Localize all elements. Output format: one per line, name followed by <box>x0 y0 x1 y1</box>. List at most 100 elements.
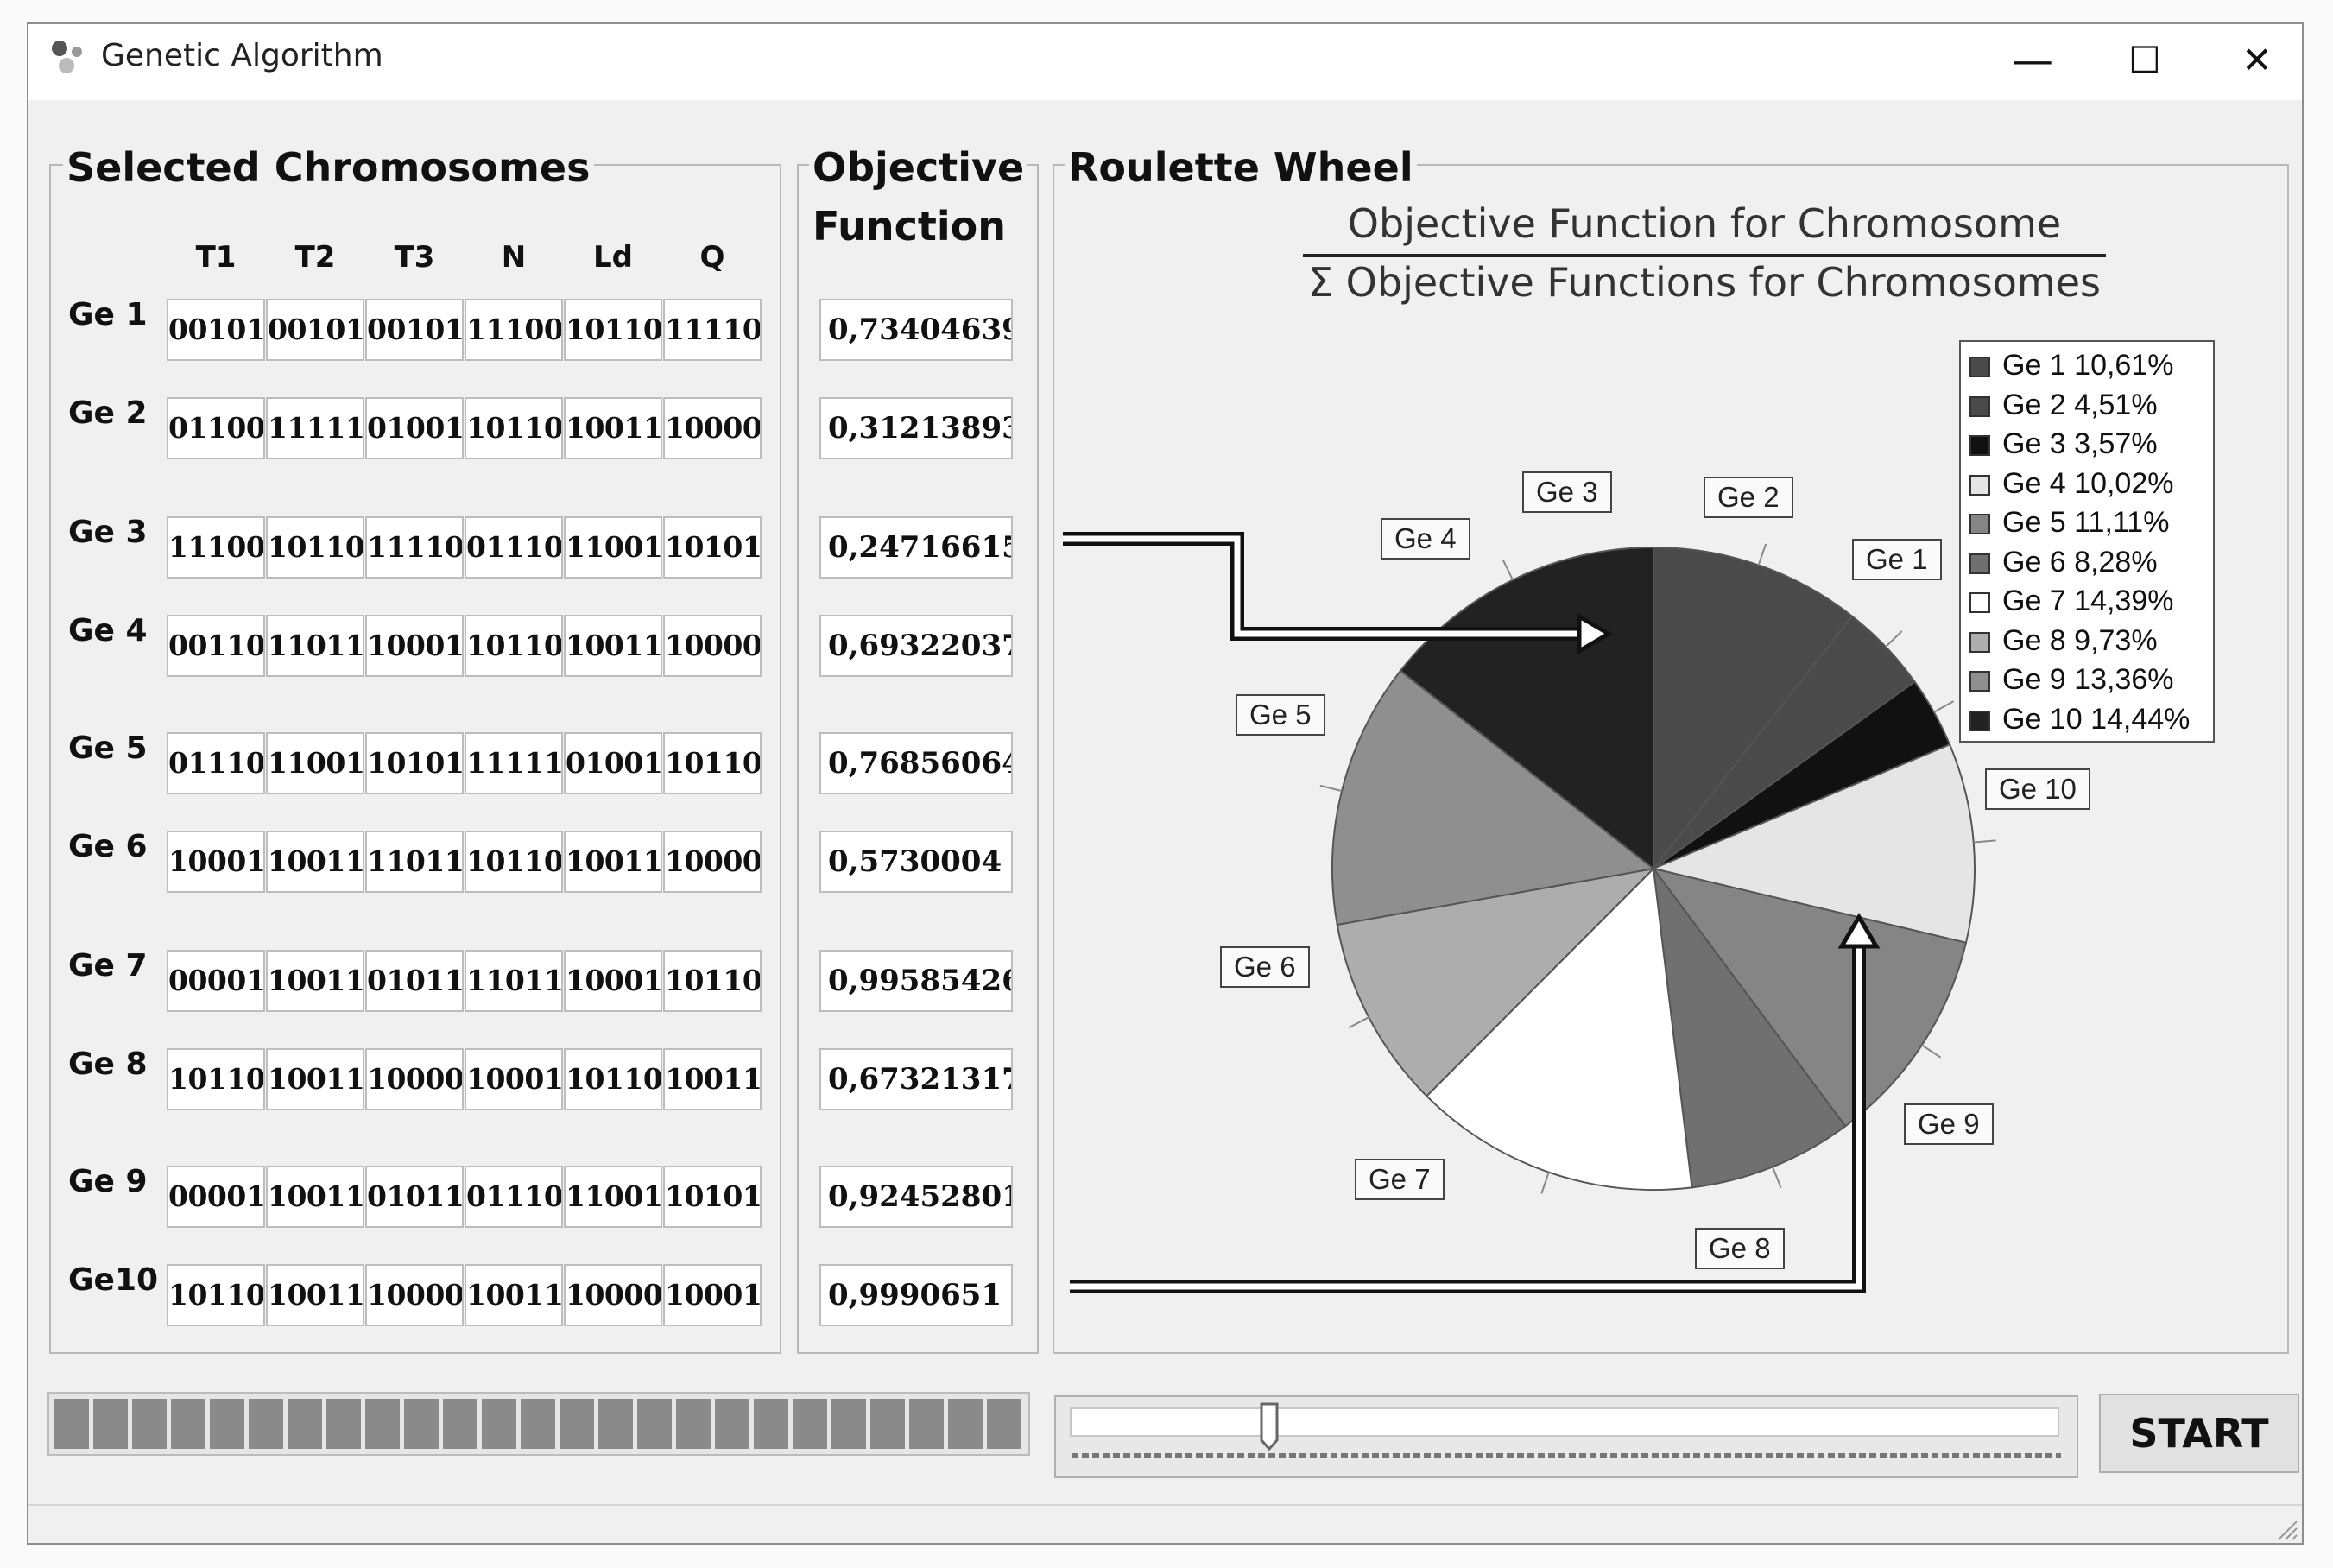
gene-cell[interactable]: 10110 <box>564 299 662 361</box>
gene-cell[interactable]: 10110 <box>465 831 563 893</box>
objective-value-field[interactable]: 0,67321317 <box>819 1048 1013 1110</box>
gene-cell[interactable]: 10110 <box>663 950 762 1012</box>
gene-cell[interactable]: 00110 <box>167 615 265 677</box>
gene-cell[interactable]: 11110 <box>663 299 762 361</box>
resize-grip-icon[interactable] <box>2273 1514 2298 1540</box>
gene-cell[interactable]: 01110 <box>167 732 265 794</box>
arrow-head-ge3 <box>1577 612 1613 655</box>
gene-cell[interactable]: 10110 <box>266 516 364 579</box>
gene-cell[interactable]: 10011 <box>564 831 662 893</box>
gene-cell[interactable]: 10001 <box>167 831 265 893</box>
label-leader-line <box>1921 1044 1942 1059</box>
gene-cell[interactable]: 10011 <box>266 1166 364 1228</box>
gene-cell[interactable]: 10001 <box>564 950 662 1012</box>
gene-cell[interactable]: 10011 <box>266 1264 364 1326</box>
label-leader-line <box>1319 784 1343 793</box>
gene-cell[interactable]: 10101 <box>663 1166 762 1228</box>
window-title: Genetic Algorithm <box>101 38 383 73</box>
gene-cell[interactable]: 10110 <box>465 397 563 459</box>
legend-item: Ge 4 10,02% <box>1969 467 2173 505</box>
gene-cell[interactable]: 01011 <box>365 1166 464 1228</box>
gene-cell[interactable]: 11111 <box>266 397 364 459</box>
legend-swatch <box>1969 592 1990 614</box>
gene-cell[interactable]: 11011 <box>365 831 464 893</box>
gene-cell[interactable]: 00101 <box>266 299 364 361</box>
gene-cell[interactable]: 11001 <box>564 1166 662 1228</box>
slider-thumb[interactable] <box>1260 1402 1280 1451</box>
progress-segment <box>482 1399 516 1449</box>
gene-cell[interactable]: 11001 <box>564 516 662 579</box>
gene-cell[interactable]: 10011 <box>266 831 364 893</box>
gene-cell[interactable]: 00001 <box>167 1166 265 1228</box>
gene-cell[interactable]: 11111 <box>465 732 563 794</box>
objective-value-field[interactable]: 0,9990651 <box>819 1264 1013 1326</box>
gene-cell[interactable]: 10000 <box>564 1264 662 1326</box>
gene-cell[interactable]: 10101 <box>663 516 762 579</box>
gene-cell[interactable]: 10011 <box>564 615 662 677</box>
gene-cell[interactable]: 10110 <box>564 1048 662 1110</box>
progress-segment <box>948 1399 983 1449</box>
gene-cell[interactable]: 10000 <box>365 1048 464 1110</box>
close-button[interactable]: ✕ <box>2241 39 2273 81</box>
gene-cell[interactable]: 10011 <box>266 1048 364 1110</box>
gene-cell[interactable]: 11100 <box>465 299 563 361</box>
gene-cell[interactable]: 11100 <box>167 516 265 579</box>
objective-value-field[interactable]: 0,69322037 <box>819 615 1013 677</box>
objective-value-field[interactable]: 0,24716615 <box>819 516 1013 579</box>
gene-cell[interactable]: 10011 <box>266 950 364 1012</box>
gene-cell[interactable]: 01110 <box>465 516 563 579</box>
gene-cell[interactable]: 00101 <box>167 299 265 361</box>
progress-segment <box>288 1399 322 1449</box>
gene-cell[interactable]: 10110 <box>663 732 762 794</box>
maximize-button[interactable]: ☐ <box>2128 39 2161 81</box>
objective-value-field[interactable]: 0,99585426 <box>819 950 1013 1012</box>
start-button[interactable]: START <box>2099 1394 2299 1473</box>
gene-cell[interactable]: 10000 <box>365 1264 464 1326</box>
chart-legend: Ge 1 10,61% Ge 2 4,51% Ge 3 3,57% Ge 4 10,0… <box>1959 340 2215 743</box>
pie-slice-label: Ge 9 <box>1904 1103 1994 1145</box>
gene-cell[interactable]: 00001 <box>167 950 265 1012</box>
objective-value-field[interactable]: 0,76856064 <box>819 732 1013 794</box>
gene-cell[interactable]: 00101 <box>365 299 464 361</box>
gene-cell[interactable]: 10001 <box>465 1048 563 1110</box>
objective-value-field[interactable]: 0,5730004 <box>819 831 1013 893</box>
gene-cell[interactable]: 11110 <box>365 516 464 579</box>
gene-cell[interactable]: 01110 <box>465 1166 563 1228</box>
legend-item: Ge 8 9,73% <box>1969 624 2158 662</box>
objective-value-field[interactable]: 0,73404639 <box>819 299 1013 361</box>
gene-cell[interactable]: 10001 <box>663 1264 762 1326</box>
formula-denominator: Σ Objective Functions for Chromosomes <box>1307 259 2101 306</box>
gene-cell[interactable]: 01011 <box>365 950 464 1012</box>
legend-swatch <box>1969 553 1990 574</box>
gene-cell[interactable]: 10000 <box>663 397 762 459</box>
gene-cell[interactable]: 10110 <box>465 615 563 677</box>
gene-cell[interactable]: 10101 <box>365 732 464 794</box>
gene-cell[interactable]: 10001 <box>365 615 464 677</box>
gene-cell[interactable]: 01100 <box>167 397 265 459</box>
minimize-button[interactable]: — <box>2012 36 2053 85</box>
legend-text: Ge 5 11,11% <box>2002 506 2170 539</box>
objective-value-field[interactable]: 0,31213893 <box>819 397 1013 459</box>
gene-cell[interactable]: 11011 <box>465 950 563 1012</box>
gene-cell[interactable]: 01001 <box>365 397 464 459</box>
gene-cell[interactable]: 10110 <box>167 1048 265 1110</box>
gene-cell[interactable]: 10000 <box>663 831 762 893</box>
gene-cell[interactable]: 11001 <box>266 732 364 794</box>
objective-value-field[interactable]: 0,92452801 <box>819 1166 1013 1228</box>
title-bar[interactable]: Genetic Algorithm — ☐ ✕ <box>28 24 2302 100</box>
progress-segment <box>676 1399 711 1449</box>
progress-segment <box>54 1399 89 1449</box>
legend-item: Ge 2 4,51% <box>1969 389 2158 427</box>
slider-channel <box>1070 1407 2059 1437</box>
legend-text: Ge 2 4,51% <box>2002 388 2158 421</box>
gene-cell[interactable]: 11011 <box>266 615 364 677</box>
status-bar <box>28 1504 2302 1544</box>
gene-cell[interactable]: 10011 <box>663 1048 762 1110</box>
gene-cell[interactable]: 10110 <box>167 1264 265 1326</box>
gene-cell[interactable]: 10011 <box>564 397 662 459</box>
gene-cell[interactable]: 10011 <box>465 1264 563 1326</box>
gene-cell[interactable]: 10000 <box>663 615 762 677</box>
gene-cell[interactable]: 01001 <box>564 732 662 794</box>
slider-track[interactable] <box>1054 1395 2078 1478</box>
column-header: Q <box>699 240 725 275</box>
